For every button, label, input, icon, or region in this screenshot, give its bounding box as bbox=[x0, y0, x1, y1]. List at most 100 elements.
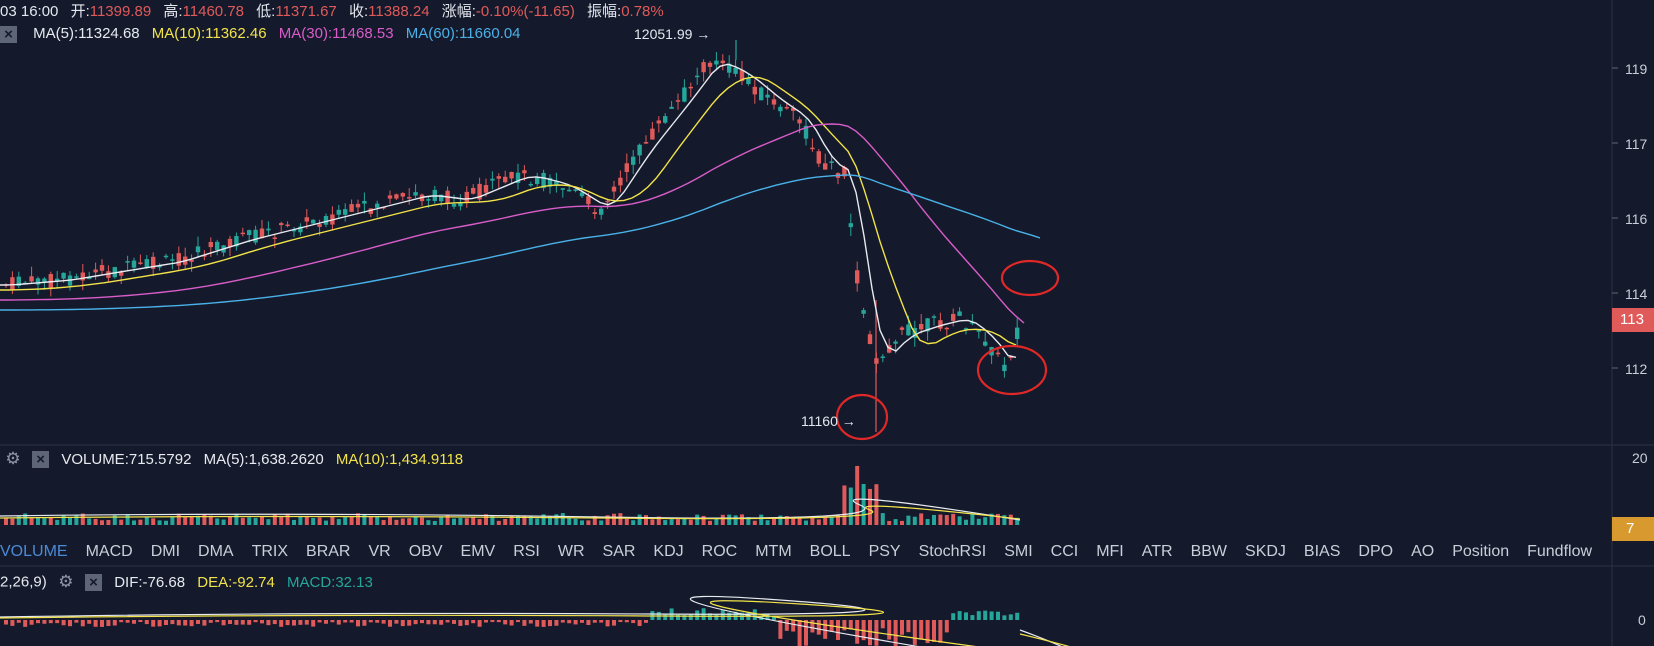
tab-obv[interactable]: OBV bbox=[408, 543, 443, 560]
volume-bar bbox=[221, 519, 226, 525]
volume-bar bbox=[509, 515, 514, 525]
macd-bar bbox=[10, 620, 15, 626]
tab-roc[interactable]: ROC bbox=[701, 543, 738, 560]
volume-bar bbox=[868, 488, 872, 525]
volume-bar bbox=[189, 515, 194, 525]
macd-bar bbox=[880, 620, 885, 629]
macd-bar bbox=[612, 620, 616, 626]
candle-body bbox=[503, 176, 508, 183]
volume-bar bbox=[644, 515, 648, 525]
macd-bar bbox=[528, 620, 533, 624]
tab-stochrsi[interactable]: StochRSI bbox=[918, 543, 987, 560]
volume-bar bbox=[791, 517, 796, 525]
macd-bar bbox=[791, 620, 796, 632]
tab-dpo[interactable]: DPO bbox=[1358, 543, 1394, 560]
candle-body bbox=[464, 191, 469, 202]
volume-bar bbox=[528, 515, 533, 525]
tab-bbw[interactable]: BBW bbox=[1190, 543, 1228, 560]
candle-body bbox=[176, 253, 181, 266]
candle-body bbox=[483, 185, 489, 193]
volume-bar bbox=[292, 519, 296, 525]
macd-bar bbox=[586, 620, 591, 626]
ma60-line bbox=[0, 174, 1041, 311]
candle-body bbox=[861, 310, 866, 314]
tab-emv[interactable]: EMV bbox=[460, 543, 496, 560]
macd-bar bbox=[48, 620, 53, 624]
tab-skdj[interactable]: SKDJ bbox=[1245, 543, 1286, 560]
tab-atr[interactable]: ATR bbox=[1141, 543, 1173, 560]
macd-bar bbox=[631, 620, 636, 624]
volume-bar bbox=[797, 517, 802, 525]
macd-bar bbox=[4, 620, 8, 625]
tab-ao[interactable]: AO bbox=[1411, 543, 1435, 560]
tab-mfi[interactable]: MFI bbox=[1096, 543, 1124, 560]
candle-body bbox=[279, 223, 284, 226]
macd-dif: DIF:-76.68 bbox=[114, 573, 186, 591]
macd-bar bbox=[298, 620, 303, 625]
tab-smi[interactable]: SMI bbox=[1004, 543, 1033, 560]
volume-bar bbox=[842, 485, 847, 525]
open-label: 开: bbox=[70, 3, 90, 20]
volume-bar bbox=[720, 514, 725, 525]
candle-body bbox=[87, 277, 92, 280]
tab-boll[interactable]: BOLL bbox=[809, 543, 851, 560]
candle-body bbox=[1002, 364, 1007, 372]
tab-rsi[interactable]: RSI bbox=[513, 543, 540, 560]
tab-sar[interactable]: SAR bbox=[602, 543, 636, 560]
macd-bar bbox=[855, 620, 860, 644]
volume-bar bbox=[29, 517, 34, 525]
tab-cci[interactable]: CCI bbox=[1050, 543, 1079, 560]
volume-bar bbox=[279, 516, 284, 525]
macd-bar bbox=[996, 611, 1000, 620]
tab-kdj[interactable]: KDJ bbox=[653, 543, 684, 560]
volume-bar bbox=[458, 517, 463, 525]
candle-body bbox=[1015, 327, 1020, 339]
volume-bar bbox=[804, 520, 808, 525]
tab-psy[interactable]: PSY bbox=[868, 543, 901, 560]
close-icon[interactable]: × bbox=[32, 450, 50, 468]
tab-bias[interactable]: BIAS bbox=[1303, 543, 1341, 560]
volume-bar bbox=[381, 520, 386, 525]
ma30-value: MA(30):11468.53 bbox=[278, 25, 394, 42]
tab-vr[interactable]: VR bbox=[368, 543, 391, 560]
gear-icon[interactable]: ⚙ bbox=[5, 449, 21, 469]
tab-fundflow[interactable]: Fundflow bbox=[1527, 543, 1593, 560]
macd-bar bbox=[311, 620, 316, 627]
tab-position[interactable]: Position bbox=[1452, 543, 1510, 560]
volume-bar bbox=[349, 516, 354, 525]
macd-bar bbox=[637, 620, 642, 627]
close-icon[interactable]: × bbox=[0, 25, 17, 43]
macd-bar bbox=[336, 620, 341, 625]
gear-icon[interactable]: ⚙ bbox=[58, 572, 74, 592]
candle-body bbox=[439, 194, 444, 202]
macd-params: 2,26,9) bbox=[0, 573, 47, 591]
tab-dma[interactable]: DMA bbox=[198, 543, 234, 560]
macd-bar bbox=[452, 620, 456, 624]
macd-dif-line bbox=[0, 595, 1062, 646]
tab-macd[interactable]: MACD bbox=[85, 543, 133, 560]
volume-bar bbox=[708, 520, 712, 525]
tab-wr[interactable]: WR bbox=[557, 543, 585, 560]
volume-bar bbox=[663, 520, 668, 525]
candle-body bbox=[727, 63, 732, 73]
candle-body bbox=[151, 256, 156, 269]
tab-mtm[interactable]: MTM bbox=[755, 543, 792, 560]
macd-bar bbox=[151, 620, 156, 627]
candle-body bbox=[413, 192, 418, 196]
volume-bar bbox=[215, 518, 220, 525]
candle-body bbox=[784, 106, 789, 109]
tab-brar[interactable]: BRAR bbox=[306, 543, 351, 560]
macd-bar bbox=[356, 620, 360, 627]
macd-bar bbox=[842, 620, 847, 631]
macd-bar bbox=[496, 620, 501, 623]
close-icon[interactable]: × bbox=[85, 573, 103, 591]
candle-body bbox=[195, 246, 201, 253]
tab-trix[interactable]: TRIX bbox=[251, 543, 289, 560]
candle-body bbox=[887, 345, 892, 353]
volume-ma10: MA(10):1,434.9118 bbox=[335, 450, 464, 468]
tab-dmi[interactable]: DMI bbox=[150, 543, 181, 560]
macd-bar bbox=[100, 620, 104, 627]
candle-body bbox=[919, 323, 924, 330]
tab-volume[interactable]: VOLUME bbox=[0, 543, 68, 560]
